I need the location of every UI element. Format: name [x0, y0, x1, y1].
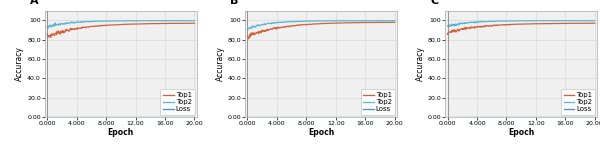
Line: Top1: Top1 [247, 22, 395, 39]
Top2 [244, 28, 251, 30]
Loss [177, 116, 184, 118]
Top2 [191, 20, 198, 22]
Loss [391, 116, 398, 118]
Top2 [368, 20, 375, 22]
Top1 [44, 36, 52, 38]
Top1 [591, 22, 598, 24]
Top1 [178, 22, 185, 24]
Loss [167, 116, 175, 118]
Legend: Top1, Top2, Loss: Top1, Top2, Loss [361, 89, 395, 115]
Top2 [591, 20, 598, 22]
Top2 [190, 20, 197, 22]
Top1 [190, 22, 197, 24]
Line: Top2: Top2 [47, 21, 194, 28]
Loss [331, 116, 338, 118]
Top1 [534, 23, 541, 25]
Legend: Top1, Top2, Loss: Top1, Top2, Loss [160, 89, 194, 115]
Top1 [131, 23, 139, 25]
Top1 [244, 37, 251, 39]
Loss [331, 116, 338, 118]
Loss [532, 116, 539, 118]
Loss [44, 116, 52, 118]
Loss [368, 116, 375, 118]
Top1 [444, 33, 451, 35]
X-axis label: Epoch: Epoch [107, 128, 134, 136]
Loss [134, 116, 141, 118]
Top2 [134, 20, 142, 22]
Top2 [445, 26, 452, 28]
Top2 [334, 20, 341, 22]
Top1 [332, 22, 339, 24]
Legend: Top1, Top2, Loss: Top1, Top2, Loss [561, 89, 595, 115]
Top2 [132, 20, 139, 22]
Line: Top1: Top1 [47, 23, 194, 38]
Top2 [178, 20, 185, 22]
Loss [244, 116, 251, 118]
Top2 [377, 20, 385, 22]
X-axis label: Epoch: Epoch [308, 128, 334, 136]
Top2 [44, 27, 52, 29]
Top1 [331, 22, 338, 24]
Loss [131, 116, 139, 118]
Top2 [44, 26, 51, 28]
Loss [377, 116, 385, 118]
Top2 [391, 20, 398, 22]
Top2 [445, 26, 452, 27]
Top2 [331, 20, 338, 22]
Top1 [191, 22, 198, 24]
Top1 [47, 37, 54, 38]
Loss [444, 116, 451, 118]
Top2 [244, 28, 251, 30]
Line: Top2: Top2 [448, 21, 595, 27]
X-axis label: Epoch: Epoch [508, 128, 535, 136]
Top1 [334, 22, 341, 24]
Top1 [368, 22, 376, 23]
Loss [445, 116, 452, 118]
Y-axis label: Accuracy: Accuracy [16, 46, 25, 81]
Line: Top2: Top2 [247, 21, 395, 29]
Top2 [131, 20, 139, 22]
Loss [334, 116, 341, 118]
Loss [244, 116, 251, 118]
Loss [568, 116, 575, 118]
Top1 [245, 38, 252, 40]
Text: C: C [430, 0, 439, 6]
Top2 [578, 20, 585, 22]
Top1 [391, 21, 398, 23]
Top2 [168, 20, 175, 22]
Y-axis label: Accuracy: Accuracy [215, 46, 224, 81]
Top1 [132, 23, 139, 25]
Loss [191, 116, 198, 118]
Top1 [378, 21, 385, 23]
Loss [131, 116, 138, 118]
Top1 [445, 32, 452, 34]
Top1 [577, 22, 584, 24]
Top2 [569, 20, 576, 22]
Text: B: B [230, 0, 238, 6]
Top1 [244, 36, 251, 38]
Loss [44, 116, 51, 118]
Top2 [535, 20, 542, 22]
Text: A: A [30, 0, 38, 6]
Loss [534, 116, 541, 118]
Top1 [590, 22, 598, 24]
Top2 [532, 20, 539, 22]
Top2 [391, 20, 398, 22]
Top1 [168, 22, 175, 24]
Top2 [44, 26, 52, 28]
Top1 [532, 23, 539, 25]
Top2 [331, 20, 338, 22]
Top1 [44, 33, 51, 35]
Top1 [568, 22, 575, 24]
Loss [591, 116, 598, 118]
Top1 [531, 23, 538, 25]
Loss [531, 116, 538, 118]
Top1 [134, 23, 142, 25]
Top2 [584, 20, 592, 22]
Top2 [444, 25, 451, 27]
Top2 [532, 20, 539, 22]
Line: Top1: Top1 [448, 23, 595, 34]
Y-axis label: Accuracy: Accuracy [416, 46, 425, 81]
Loss [577, 116, 584, 118]
